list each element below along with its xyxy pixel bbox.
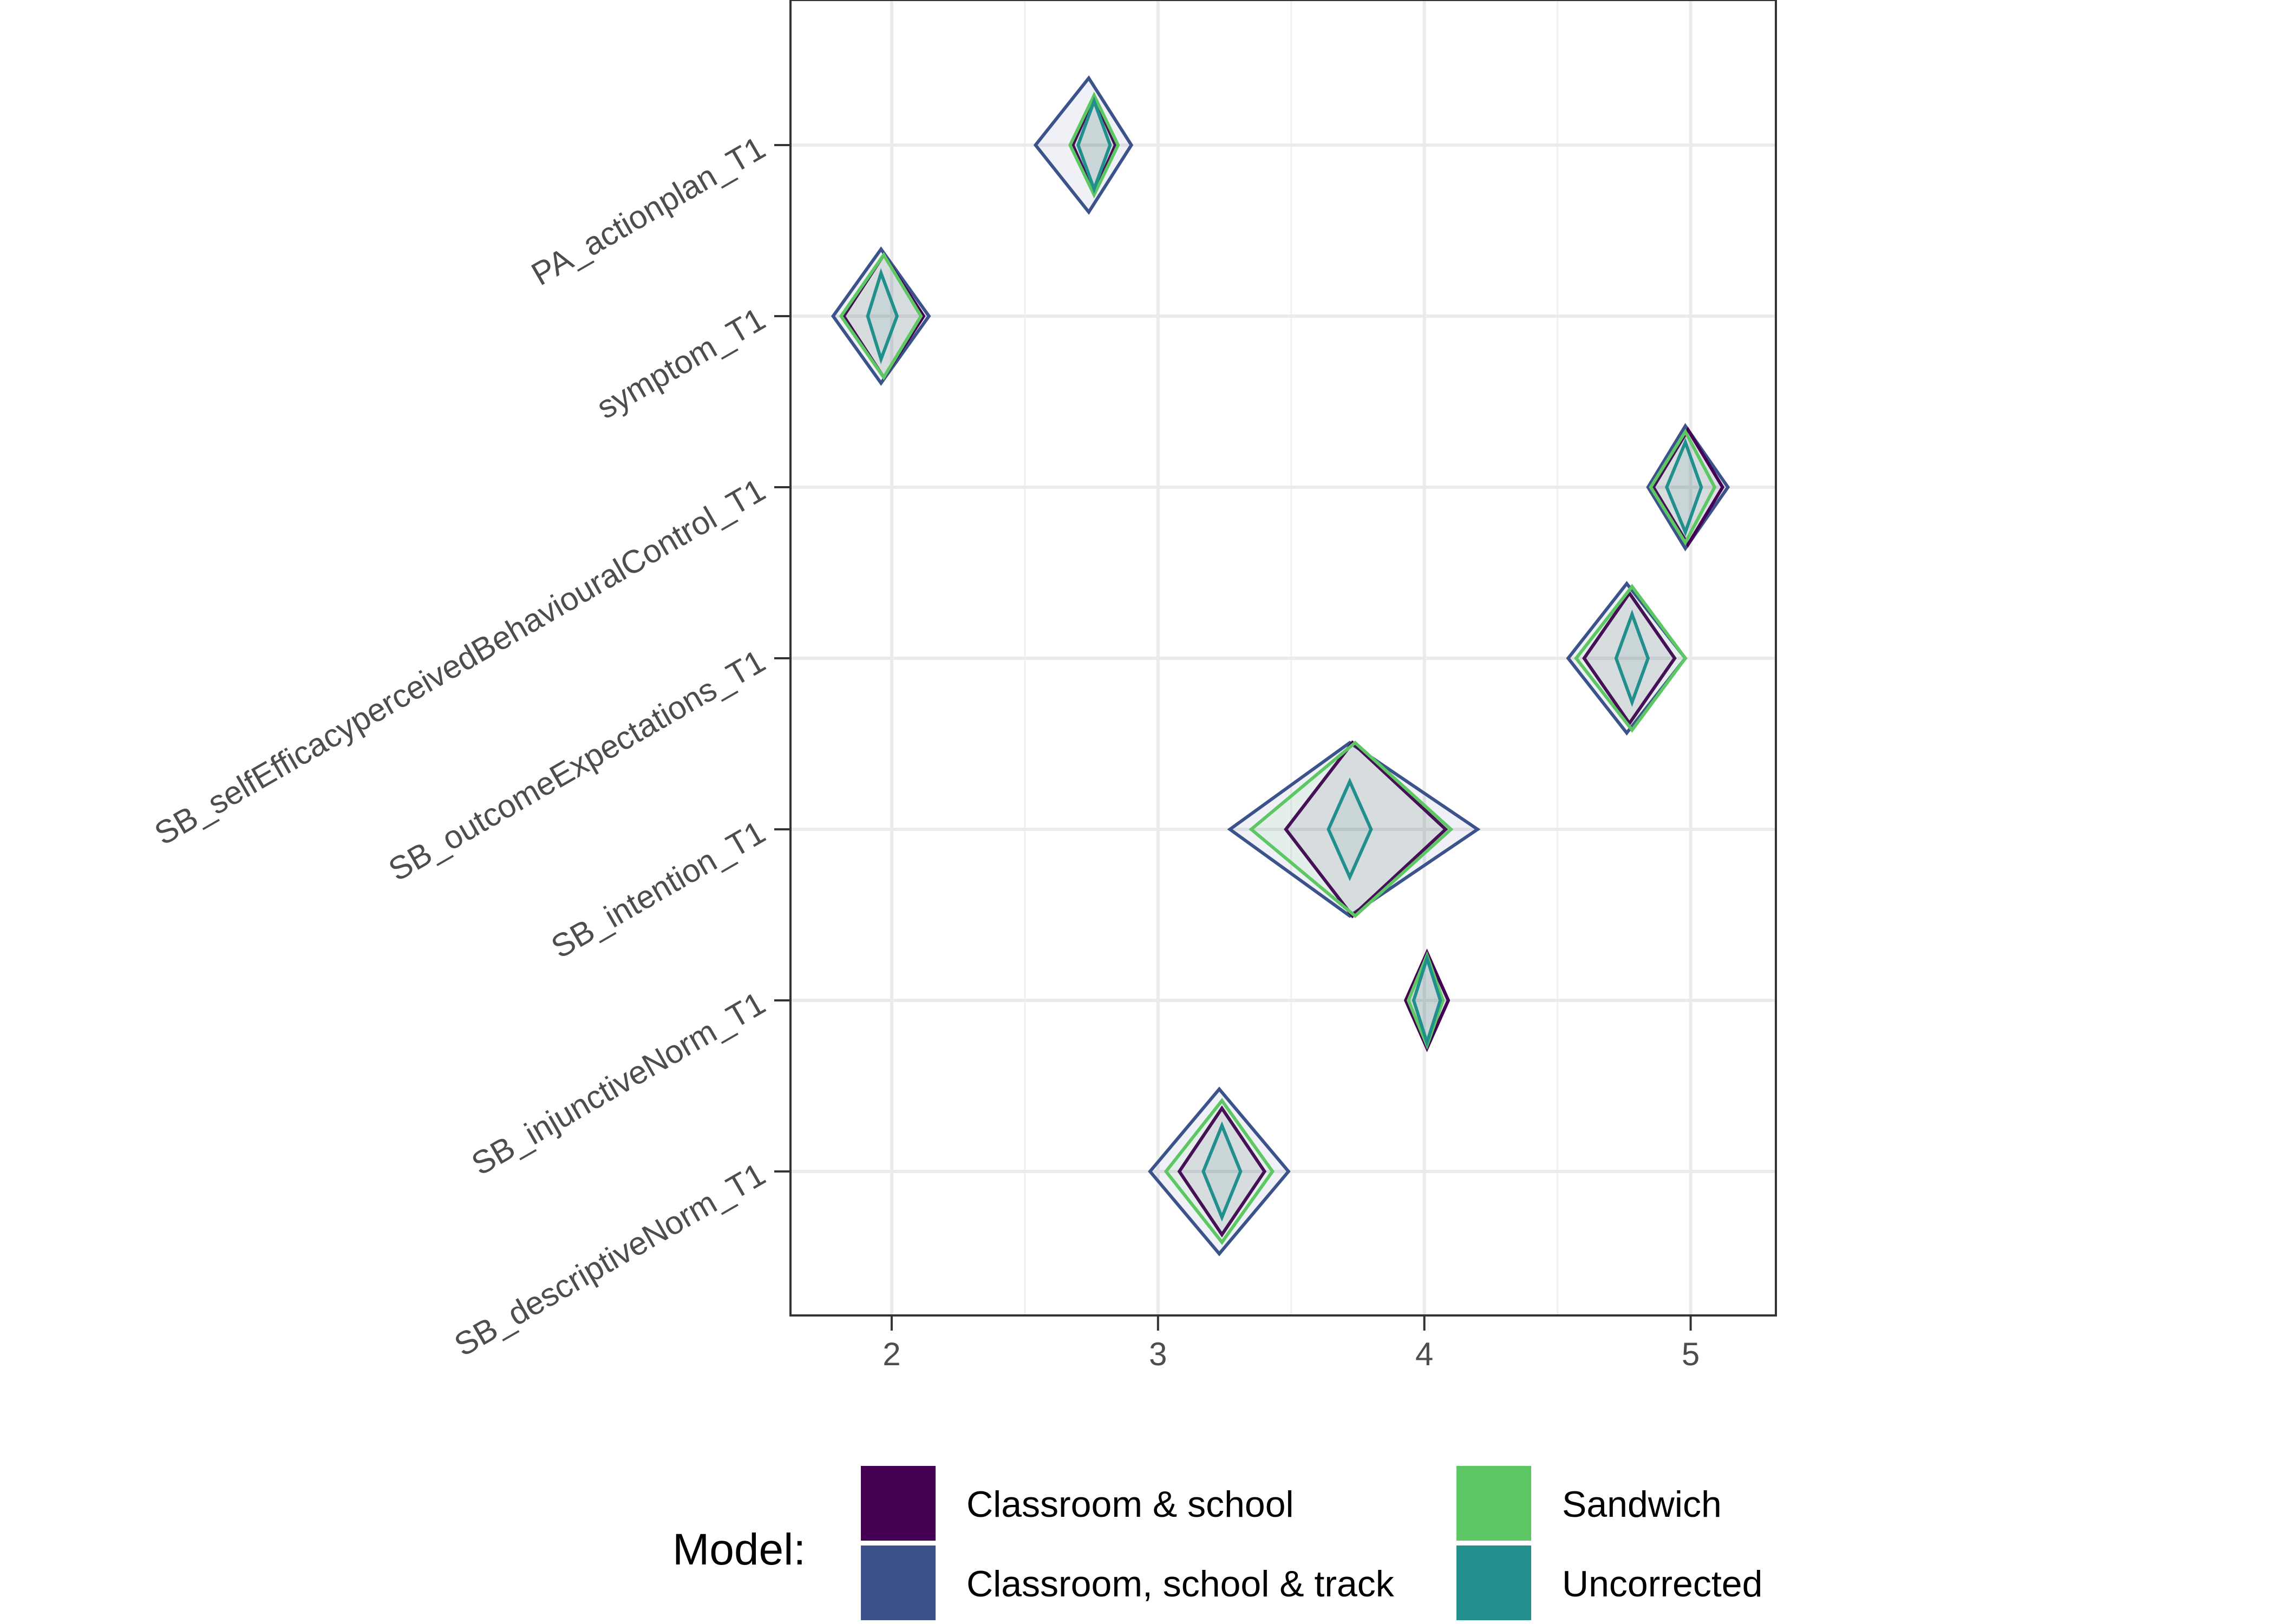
legend-label: Uncorrected	[1562, 1563, 1762, 1605]
diamond-mark	[1284, 740, 1448, 919]
diamond-mark	[831, 246, 931, 386]
series-sandwich	[839, 91, 1717, 1245]
legend-title: Model:	[672, 1525, 806, 1574]
x-tick-label: 2	[883, 1336, 900, 1372]
diamond-mark	[1068, 91, 1120, 199]
legend-swatch	[1456, 1546, 1531, 1620]
diamond-mark	[1574, 584, 1688, 733]
diamond-mark	[1665, 437, 1703, 537]
major-gridlines	[790, 0, 1776, 1315]
diamond-mark	[1412, 953, 1442, 1048]
x-tick-label: 5	[1682, 1336, 1700, 1372]
x-axis: 2 3 4 5	[883, 1315, 1700, 1372]
diamond-mark	[1249, 741, 1454, 918]
legend-label: Classroom & school	[966, 1484, 1294, 1525]
diamond-mark	[1201, 1121, 1243, 1222]
diamond-mark	[1033, 75, 1134, 215]
series-uncorrected	[866, 96, 1703, 1222]
diamond-mark	[866, 268, 899, 364]
x-tick-label: 3	[1149, 1336, 1167, 1372]
diamond-mark	[1164, 1098, 1275, 1245]
diamond-mark	[1148, 1086, 1291, 1256]
legend: Model: Classroom & school Classroom, schoo…	[672, 1466, 1762, 1620]
diamond-mark	[1227, 741, 1481, 918]
legend-swatch	[861, 1466, 936, 1541]
legend-label: Classroom, school & track	[966, 1563, 1395, 1605]
diamond-mark	[1649, 428, 1717, 546]
diamond-mark	[1582, 590, 1677, 726]
legend-swatch	[1456, 1466, 1531, 1541]
diamond-mark	[1614, 609, 1650, 708]
series-marks	[831, 75, 1730, 1256]
diamond-mark	[839, 252, 923, 381]
diamond-mark	[1076, 96, 1112, 194]
x-tick-label: 4	[1415, 1336, 1433, 1372]
diamond-mark	[1327, 777, 1373, 881]
diamond-mark	[1177, 1105, 1267, 1238]
legend-label: Sandwich	[1562, 1484, 1722, 1525]
legend-swatch	[861, 1546, 936, 1620]
